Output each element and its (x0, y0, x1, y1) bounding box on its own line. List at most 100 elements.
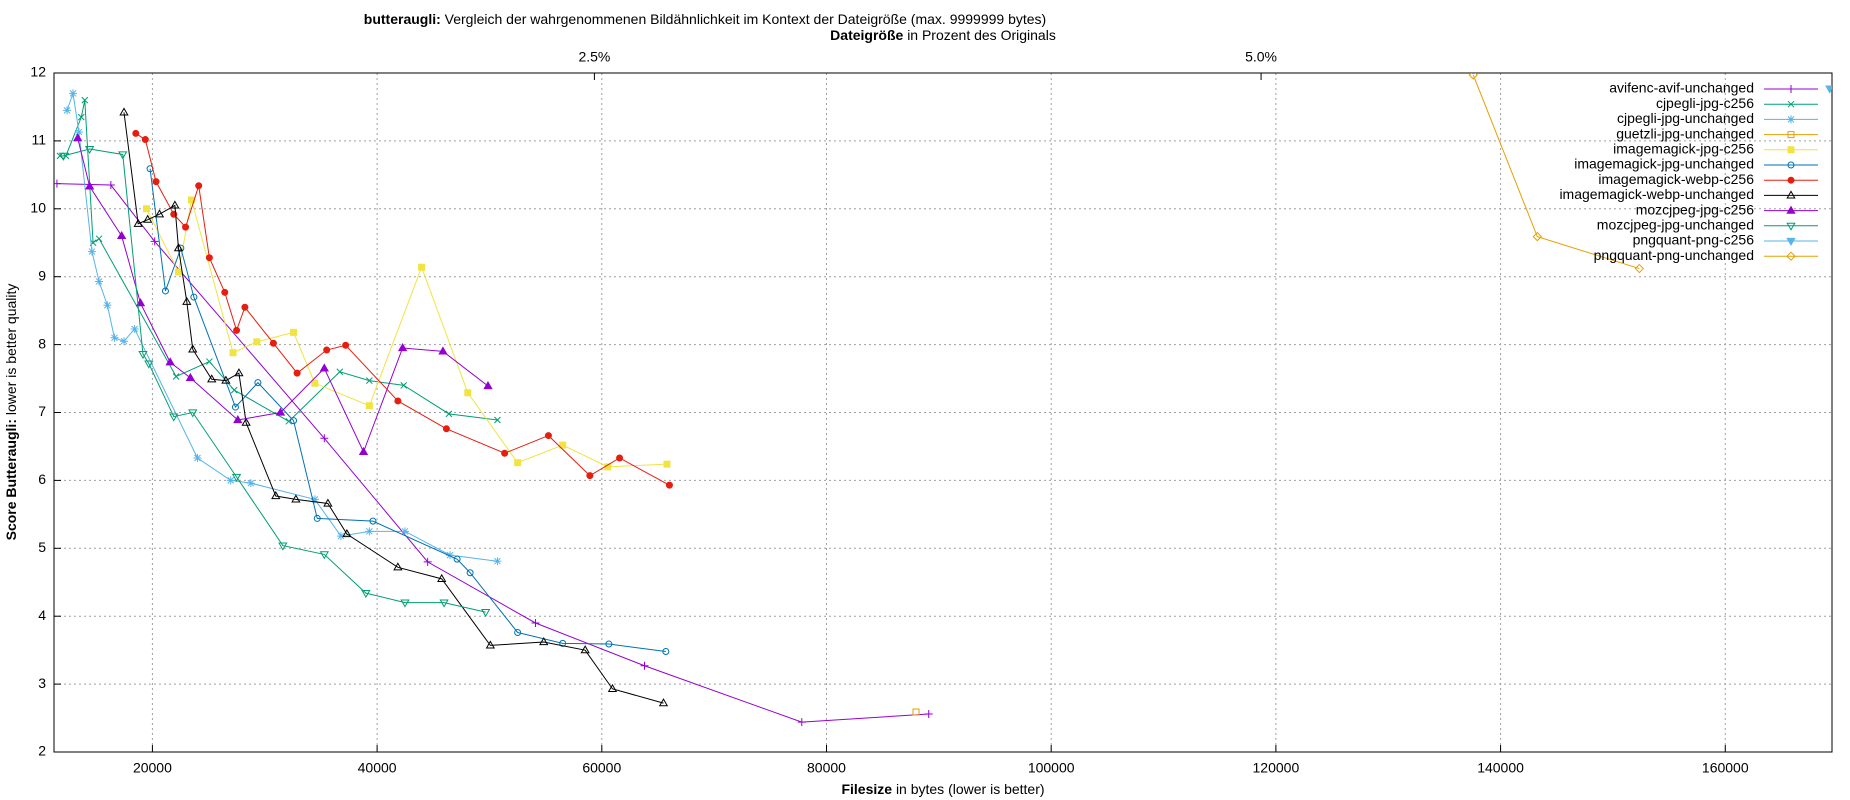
data-point (393, 562, 403, 571)
data-point (438, 346, 448, 355)
data-point (494, 416, 501, 424)
title-text: Vergleich der wahrgenommenen Bildähnlich… (445, 11, 1047, 27)
data-point (323, 498, 333, 507)
data-point (188, 196, 196, 204)
data-point (483, 381, 493, 390)
series-line (59, 100, 498, 422)
data-point (118, 151, 128, 160)
data-point (336, 368, 344, 376)
chart-title: butteraugli: Vergleich der wahrgenommene… (364, 11, 1046, 27)
data-point (290, 417, 298, 425)
data-point (77, 113, 85, 121)
plot-border (53, 72, 1833, 753)
data-point (193, 453, 202, 462)
data-point (446, 551, 455, 560)
y-label-text: lower is better quality (3, 284, 19, 416)
data-point (319, 551, 329, 560)
data-point (342, 341, 350, 349)
data-point (912, 708, 920, 716)
legend-marker (1786, 190, 1796, 199)
title-bold: butteraugli: (364, 11, 441, 27)
data-point (152, 178, 160, 186)
data-point (170, 200, 180, 209)
plot-area (54, 73, 1832, 727)
data-point (133, 218, 143, 227)
data-point (185, 372, 196, 381)
data-point (233, 414, 243, 424)
data-point (442, 425, 450, 433)
data-point (84, 181, 95, 190)
data-point (616, 454, 624, 462)
data-point (138, 351, 148, 360)
y-tick-label: 11 (31, 132, 46, 148)
series-line (1472, 74, 1640, 270)
data-point (106, 181, 115, 190)
y-tick-label: 10 (30, 200, 46, 216)
data-point (400, 381, 408, 389)
data-point (195, 182, 203, 190)
data-point (658, 698, 669, 707)
data-point (161, 287, 169, 295)
data-point (103, 301, 112, 310)
series-line (77, 138, 489, 454)
data-point (150, 237, 159, 246)
data-point (116, 230, 127, 240)
legend-marker (1787, 85, 1795, 93)
y-tick-label: 8 (38, 335, 46, 351)
legend-marker (1787, 176, 1795, 184)
x-tick-label: 20000 (133, 760, 172, 776)
y-tick-label: 4 (38, 607, 46, 623)
data-point (231, 473, 242, 483)
data-point (144, 360, 154, 369)
data-point (604, 463, 612, 471)
data-point (68, 89, 77, 98)
legend-label: guetzli-jpg-unchanged (1616, 125, 1754, 141)
series-line (123, 112, 664, 704)
data-point (464, 389, 472, 397)
x2-label-text: in Prozent des Originals (907, 27, 1056, 43)
data-point (275, 407, 286, 416)
legend-label: avifenc-avif-unchanged (1609, 80, 1754, 96)
data-point (172, 373, 180, 380)
data-point (74, 128, 83, 137)
data-point (246, 479, 255, 488)
data-point (358, 446, 369, 455)
y-tick-label: 9 (38, 267, 46, 283)
data-point (1634, 263, 1645, 274)
data-point (445, 410, 453, 418)
data-point (110, 333, 119, 342)
data-point (231, 403, 239, 411)
data-point (514, 629, 522, 636)
data-point (84, 145, 95, 155)
data-point (501, 449, 509, 457)
series-line (146, 199, 667, 468)
data-point (336, 532, 345, 541)
legend-marker (1786, 237, 1796, 247)
data-point (493, 557, 502, 566)
data-point (397, 342, 408, 352)
data-point (221, 375, 231, 384)
data-point (485, 640, 496, 649)
legend-marker (1787, 100, 1795, 108)
data-point (400, 599, 410, 608)
x-tick-label: 120000 (1253, 760, 1300, 776)
legend-marker (1786, 205, 1796, 214)
x-tick-label: 40000 (358, 760, 397, 776)
data-point (165, 357, 175, 366)
y-axis-label: Score Butteraugli: lower is better quali… (3, 284, 19, 541)
data-point (453, 555, 461, 563)
data-point (580, 645, 590, 654)
data-point (531, 618, 540, 627)
data-point (141, 136, 149, 143)
data-point (662, 648, 670, 655)
legend-label: imagemagick-webp-c256 (1598, 171, 1754, 187)
data-point (605, 640, 613, 648)
data-point (320, 434, 329, 443)
data-point (241, 303, 249, 311)
data-point (87, 247, 96, 256)
data-point (924, 709, 933, 718)
legend-label: mozcjpeg-jpg-unchanged (1597, 217, 1754, 233)
data-point (130, 324, 139, 333)
data-point (207, 374, 217, 383)
data-point (437, 573, 447, 582)
